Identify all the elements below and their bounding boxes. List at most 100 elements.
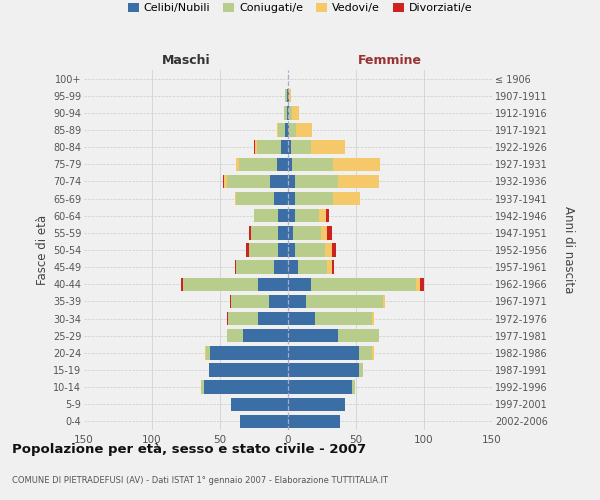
Bar bbox=[269, 294, 288, 308]
Bar bbox=[254, 209, 278, 222]
Bar bbox=[287, 89, 288, 102]
Bar bbox=[293, 226, 320, 239]
Bar bbox=[257, 140, 281, 154]
Bar bbox=[295, 192, 333, 205]
Bar bbox=[416, 278, 420, 291]
Bar bbox=[278, 124, 285, 136]
Bar bbox=[277, 158, 288, 171]
Bar bbox=[227, 312, 228, 326]
Bar bbox=[305, 294, 383, 308]
Bar bbox=[277, 124, 278, 136]
Bar bbox=[258, 278, 288, 291]
Bar bbox=[292, 106, 299, 120]
Bar bbox=[284, 106, 287, 120]
Bar bbox=[288, 364, 359, 376]
Bar bbox=[373, 346, 374, 360]
Bar bbox=[239, 158, 277, 171]
Bar bbox=[333, 192, 360, 205]
Bar bbox=[231, 398, 288, 411]
Bar bbox=[246, 244, 248, 256]
Bar bbox=[231, 294, 269, 308]
Bar bbox=[289, 124, 296, 136]
Bar bbox=[236, 260, 274, 274]
Bar bbox=[288, 398, 345, 411]
Bar bbox=[211, 346, 288, 360]
Bar bbox=[285, 89, 287, 102]
Bar bbox=[288, 380, 352, 394]
Bar bbox=[289, 106, 292, 120]
Bar bbox=[201, 380, 203, 394]
Y-axis label: Anni di nascita: Anni di nascita bbox=[562, 206, 575, 294]
Bar bbox=[243, 329, 288, 342]
Bar bbox=[251, 226, 278, 239]
Y-axis label: Fasce di età: Fasce di età bbox=[35, 215, 49, 285]
Bar bbox=[248, 244, 278, 256]
Bar bbox=[206, 346, 211, 360]
Bar bbox=[287, 106, 288, 120]
Bar bbox=[209, 364, 288, 376]
Bar bbox=[285, 124, 288, 136]
Bar bbox=[281, 140, 288, 154]
Bar bbox=[228, 312, 258, 326]
Bar bbox=[338, 329, 379, 342]
Bar bbox=[328, 226, 332, 239]
Bar bbox=[288, 294, 305, 308]
Bar bbox=[288, 346, 359, 360]
Bar bbox=[278, 244, 288, 256]
Bar bbox=[274, 192, 288, 205]
Bar bbox=[373, 312, 374, 326]
Bar bbox=[205, 346, 206, 360]
Bar bbox=[338, 174, 379, 188]
Text: COMUNE DI PIETRADEFUSI (AV) - Dati ISTAT 1° gennaio 2007 - Elaborazione TUTTITAL: COMUNE DI PIETRADEFUSI (AV) - Dati ISTAT… bbox=[12, 476, 388, 485]
Bar bbox=[271, 174, 288, 188]
Bar bbox=[227, 174, 271, 188]
Bar bbox=[181, 278, 183, 291]
Bar bbox=[295, 209, 319, 222]
Bar bbox=[227, 329, 243, 342]
Bar bbox=[288, 106, 289, 120]
Bar bbox=[203, 380, 288, 394]
Bar bbox=[291, 140, 311, 154]
Bar bbox=[320, 226, 328, 239]
Bar bbox=[224, 174, 227, 188]
Bar bbox=[289, 89, 291, 102]
Bar bbox=[288, 158, 292, 171]
Bar bbox=[278, 226, 288, 239]
Legend: Celibi/Nubili, Coniugati/e, Vedovi/e, Divorziati/e: Celibi/Nubili, Coniugati/e, Vedovi/e, Di… bbox=[125, 0, 475, 16]
Bar bbox=[288, 312, 315, 326]
Bar bbox=[311, 140, 345, 154]
Bar bbox=[278, 209, 288, 222]
Bar bbox=[241, 414, 288, 428]
Bar bbox=[288, 260, 298, 274]
Bar bbox=[230, 294, 231, 308]
Bar bbox=[328, 260, 332, 274]
Bar bbox=[235, 192, 236, 205]
Bar bbox=[295, 244, 325, 256]
Bar bbox=[288, 226, 293, 239]
Bar bbox=[274, 260, 288, 274]
Bar bbox=[326, 209, 329, 222]
Bar bbox=[311, 278, 416, 291]
Bar bbox=[383, 294, 385, 308]
Bar bbox=[295, 174, 338, 188]
Bar bbox=[236, 158, 239, 171]
Bar bbox=[298, 260, 328, 274]
Bar bbox=[288, 124, 289, 136]
Bar bbox=[359, 364, 363, 376]
Bar bbox=[292, 158, 333, 171]
Bar bbox=[288, 209, 295, 222]
Bar bbox=[288, 89, 289, 102]
Bar bbox=[288, 414, 340, 428]
Text: Femmine: Femmine bbox=[358, 54, 422, 66]
Bar bbox=[332, 260, 334, 274]
Bar bbox=[235, 260, 236, 274]
Bar bbox=[258, 312, 288, 326]
Bar bbox=[223, 174, 224, 188]
Bar bbox=[333, 158, 380, 171]
Text: Popolazione per età, sesso e stato civile - 2007: Popolazione per età, sesso e stato civil… bbox=[12, 442, 366, 456]
Bar bbox=[248, 226, 251, 239]
Bar bbox=[420, 278, 424, 291]
Bar bbox=[288, 244, 295, 256]
Bar bbox=[288, 140, 291, 154]
Bar bbox=[183, 278, 258, 291]
